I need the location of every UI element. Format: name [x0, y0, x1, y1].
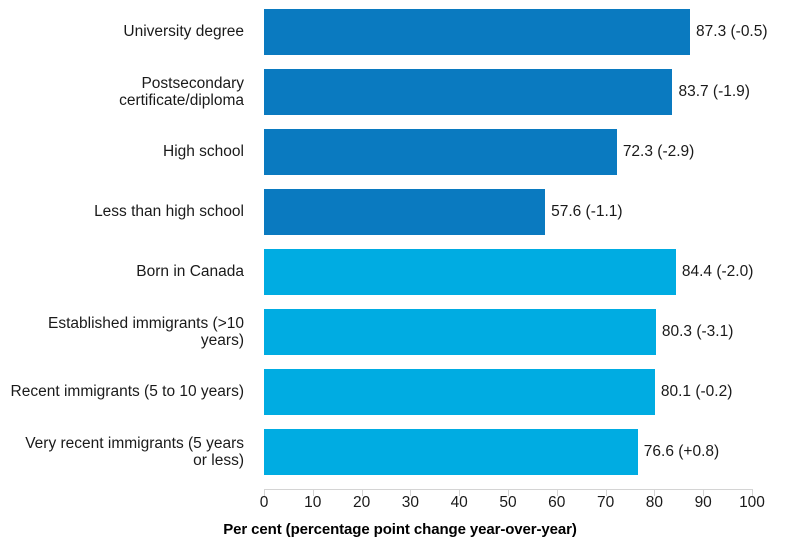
x-axis-tick-label: 40: [450, 494, 468, 511]
category-label: Postsecondary certificate/diploma: [119, 74, 244, 109]
x-axis-tick-label: 0: [259, 494, 269, 511]
x-axis-tick-mark: [312, 490, 314, 496]
bar-container: 87.3 (-0.5): [264, 9, 800, 55]
bar-container: 83.7 (-1.9): [264, 69, 800, 115]
chart-row: Less than high school 57.6 (-1.1): [0, 182, 800, 242]
x-axis-tick-label: 20: [352, 494, 371, 511]
bar[interactable]: [264, 189, 546, 235]
x-axis-tick-label: 10: [304, 494, 322, 511]
bar-value-label: 83.7 (-1.9): [678, 83, 750, 100]
chart-row: High school 72.3 (-2.9): [0, 122, 800, 182]
bar-container: 80.1 (-0.2): [264, 369, 800, 415]
x-axis-tick-label: 70: [596, 494, 615, 511]
x-axis-tick-label: 60: [548, 494, 566, 511]
x-axis-tick-label: 80: [645, 494, 664, 511]
chart-row: University degree 87.3 (-0.5): [0, 2, 800, 62]
bar-value-label: 84.4 (-2.0): [681, 263, 754, 280]
bar-container: 76.6 (+0.8): [264, 429, 800, 475]
bar-value-label: 57.6 (-1.1): [551, 203, 623, 220]
bar-value-label: 76.6 (+0.8): [643, 443, 720, 460]
bar[interactable]: [264, 9, 691, 55]
x-axis-tick-label: 50: [499, 494, 517, 511]
bar-value-label: 72.3 (-2.9): [622, 143, 695, 160]
x-axis-tick-mark: [361, 490, 363, 496]
chart-plot-area: University degree 87.3 (-0.5) Postsecondar…: [0, 2, 800, 482]
chart-row: Recent immigrants (5 to 10 years) 80.1 (-…: [0, 362, 800, 422]
x-axis-line: [264, 489, 753, 490]
bar-value-label: 87.3 (-0.5): [696, 23, 768, 40]
category-label: University degree: [123, 23, 244, 41]
x-axis-tick-mark: [654, 490, 656, 496]
category-label: Less than high school: [94, 203, 244, 221]
chart-row: Established immigrants (>10 years) 80.3 (…: [0, 302, 800, 362]
bar-container: 80.3 (-3.1): [264, 309, 800, 355]
x-axis-tick-mark: [459, 490, 461, 496]
x-axis-tick-mark: [508, 490, 509, 496]
bar[interactable]: [264, 249, 676, 295]
bar-container: 57.6 (-1.1): [264, 189, 800, 235]
x-axis-tick-label: 90: [694, 494, 712, 511]
bar[interactable]: [264, 69, 673, 115]
x-axis-tick-mark: [605, 490, 607, 496]
category-label: Recent immigrants (5 to 10 years): [10, 383, 244, 401]
x-axis-title: Per cent (percentage point change year-o…: [223, 521, 577, 538]
bar-container: 84.4 (-2.0): [264, 249, 800, 295]
chart-row: Postsecondary certificate/diploma 83.7 (-…: [0, 62, 800, 122]
x-axis-tick-mark: [410, 490, 412, 496]
x-axis-tick-mark: [752, 490, 753, 496]
category-label: Very recent immigrants (5 years or less): [25, 434, 244, 469]
bar[interactable]: [264, 429, 638, 475]
bar-container: 72.3 (-2.9): [264, 129, 800, 175]
category-label: High school: [163, 143, 244, 161]
bar[interactable]: [264, 309, 656, 355]
category-label: Born in Canada: [136, 263, 244, 281]
bar[interactable]: [264, 369, 655, 415]
x-axis-tick-mark: [703, 490, 705, 496]
bar-value-label: 80.1 (-0.2): [660, 383, 733, 400]
x-axis-tick-mark: [556, 490, 558, 496]
x-axis-tick-label: 100: [739, 494, 765, 511]
x-axis-tick-mark: [264, 490, 265, 496]
x-axis-tick-label: 30: [401, 494, 420, 511]
chart-row: Born in Canada 84.4 (-2.0): [0, 242, 800, 302]
category-label: Established immigrants (>10 years): [48, 314, 244, 349]
bar-value-label: 80.3 (-3.1): [661, 323, 734, 340]
bar[interactable]: [264, 129, 617, 175]
chart-row: Very recent immigrants (5 years or less)…: [0, 422, 800, 482]
